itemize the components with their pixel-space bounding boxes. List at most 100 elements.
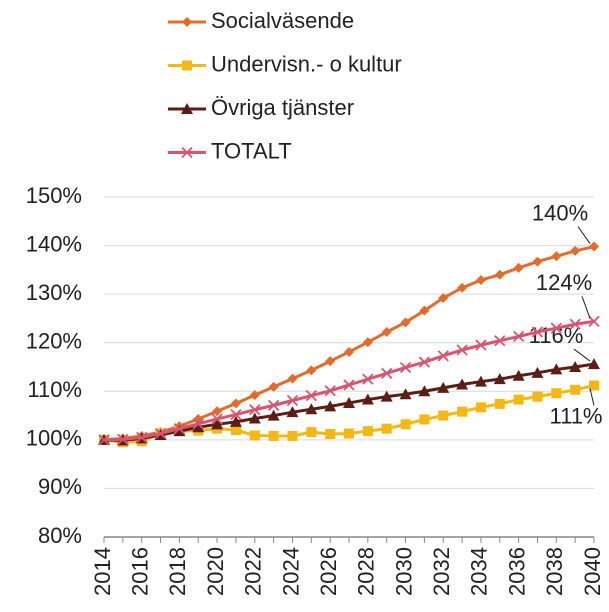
marker [513, 262, 524, 273]
marker [570, 384, 581, 395]
y-tick-label: 110% [27, 377, 82, 402]
marker [287, 430, 298, 441]
marker [362, 373, 374, 385]
marker [268, 381, 279, 392]
marker [117, 433, 129, 446]
marker [493, 373, 506, 385]
marker [173, 425, 186, 437]
marker [475, 275, 486, 286]
marker [249, 404, 261, 416]
x-tick-label: 2032 [429, 547, 454, 596]
marker [419, 414, 430, 425]
marker [136, 431, 148, 444]
marker [324, 400, 337, 412]
x-tick-label: 2014 [90, 547, 115, 596]
marker [437, 381, 450, 393]
marker [456, 378, 469, 390]
leader-line [577, 226, 591, 244]
marker [230, 398, 241, 409]
y-tick-label: 100% [26, 426, 82, 451]
marker [399, 361, 412, 374]
x-tick-label: 2024 [278, 547, 303, 596]
marker [457, 406, 468, 417]
marker [531, 366, 544, 378]
y-tick-label: 130% [26, 280, 82, 305]
marker [192, 421, 205, 433]
marker [550, 322, 562, 334]
x-tick-label: 2040 [580, 547, 605, 596]
marker [98, 434, 110, 446]
data-label: 111% [549, 403, 602, 428]
marker [230, 408, 242, 421]
marker [154, 427, 167, 440]
marker [230, 425, 241, 436]
x-tick-label: 2030 [391, 547, 416, 596]
marker [325, 356, 336, 367]
marker [343, 396, 355, 408]
marker [494, 398, 505, 409]
y-tick-label: 80% [38, 523, 82, 548]
marker [306, 427, 317, 438]
legend-label: TOTALT [211, 138, 292, 163]
marker [569, 318, 581, 330]
y-tick-label: 90% [38, 474, 82, 499]
marker [380, 390, 393, 402]
y-tick-label: 150% [26, 183, 82, 208]
marker [512, 369, 525, 381]
marker [192, 418, 204, 430]
marker [211, 413, 223, 425]
marker [513, 394, 524, 405]
marker [362, 426, 373, 437]
marker [400, 419, 411, 430]
marker [306, 365, 317, 376]
leader-line [589, 388, 595, 406]
marker [173, 423, 186, 435]
leader-line [581, 296, 591, 319]
marker [531, 326, 544, 338]
marker [569, 361, 582, 372]
marker [212, 406, 223, 417]
marker [399, 388, 412, 400]
marker [456, 344, 468, 356]
leader-line [573, 348, 591, 362]
marker [494, 335, 506, 347]
marker [305, 390, 317, 402]
legend-label: Övriga tjänster [211, 95, 354, 120]
marker [400, 317, 411, 328]
marker [570, 245, 581, 256]
marker [437, 350, 449, 362]
marker [418, 385, 431, 397]
marker [344, 428, 354, 439]
marker [494, 269, 505, 280]
marker [381, 327, 392, 338]
marker [588, 315, 600, 327]
marker [361, 393, 374, 405]
x-tick-label: 2034 [467, 547, 492, 596]
marker [182, 60, 192, 71]
x-tick-label: 2022 [241, 547, 266, 596]
marker [344, 346, 354, 357]
marker [324, 385, 336, 397]
data-label: 140% [532, 200, 588, 225]
marker [418, 356, 431, 368]
marker [287, 373, 298, 384]
marker [475, 339, 487, 351]
y-tick-label: 140% [26, 231, 82, 256]
marker [286, 406, 299, 418]
marker [438, 410, 449, 421]
marker [181, 146, 193, 159]
marker [419, 305, 430, 316]
marker [381, 423, 392, 434]
marker [182, 17, 192, 27]
y-tick-label: 120% [26, 329, 82, 354]
marker [551, 388, 562, 399]
legend-label: Socialväsende [211, 8, 354, 33]
marker [457, 282, 468, 293]
marker [532, 391, 543, 402]
marker [181, 103, 193, 114]
x-tick-label: 2018 [165, 547, 190, 596]
x-tick-label: 2028 [354, 547, 379, 596]
marker [343, 379, 355, 391]
marker [249, 430, 260, 441]
